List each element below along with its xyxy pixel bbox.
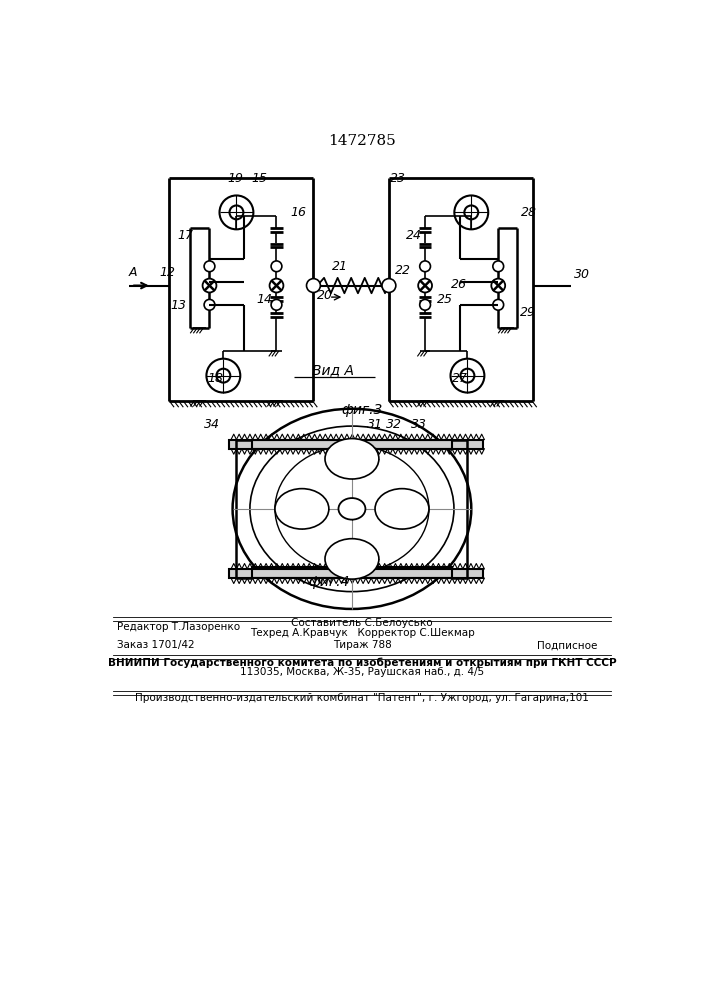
Circle shape — [450, 359, 484, 393]
Ellipse shape — [275, 489, 329, 529]
Circle shape — [203, 279, 216, 292]
Text: 29: 29 — [520, 306, 536, 319]
Text: Составитель С.Белоусько: Составитель С.Белоусько — [291, 618, 433, 628]
Circle shape — [204, 261, 215, 272]
Text: 15: 15 — [252, 172, 267, 185]
Circle shape — [271, 261, 282, 272]
Circle shape — [206, 359, 240, 393]
Text: 113035, Москва, Ж-35, Раушская наб., д. 4/5: 113035, Москва, Ж-35, Раушская наб., д. … — [240, 667, 484, 677]
Circle shape — [420, 261, 431, 272]
Ellipse shape — [233, 409, 472, 609]
Ellipse shape — [325, 439, 379, 479]
Circle shape — [493, 299, 503, 310]
Text: 27: 27 — [452, 372, 468, 385]
Text: 24: 24 — [406, 229, 422, 242]
Text: 16: 16 — [291, 206, 306, 219]
Ellipse shape — [325, 539, 379, 579]
Circle shape — [219, 195, 253, 229]
Text: A: A — [128, 266, 136, 279]
Text: Тираж 788: Тираж 788 — [332, 640, 392, 650]
Text: Техред А.Кравчук   Корректор С.Шекмар: Техред А.Кравчук Корректор С.Шекмар — [250, 628, 474, 638]
Circle shape — [204, 299, 215, 310]
Ellipse shape — [250, 426, 454, 592]
Text: 21: 21 — [332, 260, 349, 273]
Bar — [252, 567, 452, 578]
Text: фиг.4: фиг.4 — [308, 575, 349, 589]
Circle shape — [271, 299, 282, 310]
Text: 31: 31 — [367, 418, 383, 431]
Ellipse shape — [375, 489, 429, 529]
Text: 22: 22 — [395, 264, 411, 277]
Circle shape — [420, 299, 431, 310]
Bar — [229, 440, 483, 449]
Text: 1472785: 1472785 — [328, 134, 396, 148]
Text: 33: 33 — [411, 418, 427, 431]
Ellipse shape — [339, 498, 366, 520]
Text: 13: 13 — [170, 299, 186, 312]
Text: 28: 28 — [521, 206, 537, 219]
Text: Производственно-издательский комбинат "Патент", г. Ужгород, ул. Гагарина,101: Производственно-издательский комбинат "П… — [135, 693, 589, 703]
Text: ВНИИПИ Государственного комитета по изобретениям и открытиям при ГКНТ СССР: ВНИИПИ Государственного комитета по изоб… — [107, 657, 617, 668]
Text: 14: 14 — [257, 293, 272, 306]
Text: Подписное: Подписное — [537, 640, 597, 650]
Circle shape — [418, 279, 432, 292]
Circle shape — [382, 279, 396, 292]
Text: 23: 23 — [390, 172, 407, 185]
Text: Заказ 1701/42: Заказ 1701/42 — [117, 640, 194, 650]
Text: 32: 32 — [386, 418, 402, 431]
Text: 20: 20 — [317, 289, 333, 302]
Text: 12: 12 — [160, 266, 175, 279]
Text: 19: 19 — [227, 172, 243, 185]
Text: 34: 34 — [204, 418, 220, 431]
Text: 17: 17 — [177, 229, 193, 242]
Text: 18: 18 — [207, 372, 223, 385]
Circle shape — [269, 279, 284, 292]
Text: 26: 26 — [450, 278, 467, 291]
Circle shape — [493, 261, 503, 272]
Bar — [252, 440, 452, 449]
Text: 30: 30 — [573, 268, 590, 281]
Text: 25: 25 — [437, 293, 452, 306]
Text: фиг.3: фиг.3 — [341, 403, 382, 417]
Text: Вид A: Вид A — [312, 363, 354, 377]
Bar — [229, 569, 483, 578]
Circle shape — [307, 279, 320, 292]
Circle shape — [491, 279, 506, 292]
Text: Редактор Т.Лазоренко: Редактор Т.Лазоренко — [117, 622, 240, 632]
Circle shape — [455, 195, 489, 229]
